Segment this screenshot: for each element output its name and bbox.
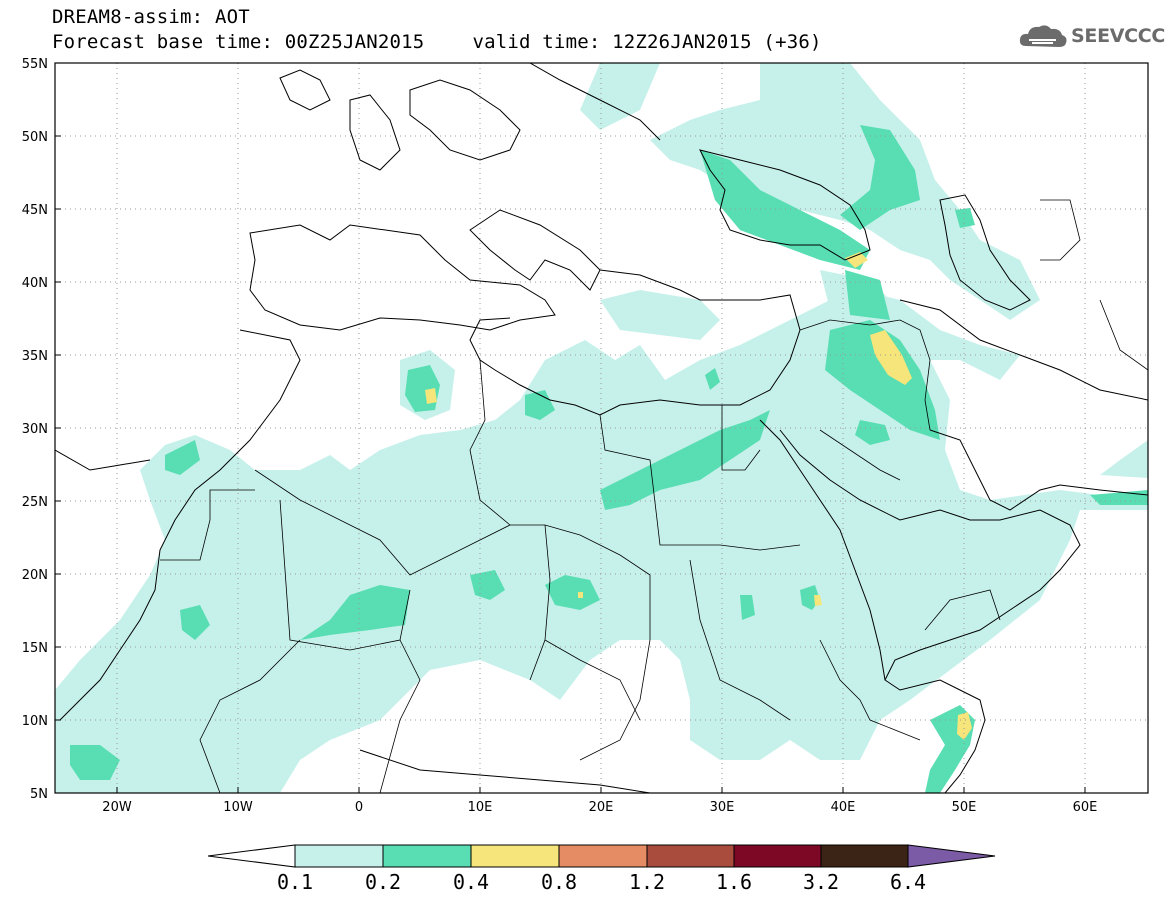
aot-level-0.4 — [425, 252, 972, 740]
colorbar-segment — [558, 844, 648, 868]
seevccc-logo: SEEVCCC — [1018, 22, 1165, 50]
colorbar-label: 1.2 — [628, 870, 666, 894]
map-title: DREAM8-assim: AOT — [52, 6, 250, 28]
aot-fields — [55, 63, 1148, 793]
lon-label: 60E — [1073, 800, 1098, 815]
lon-label: 30E — [710, 800, 735, 815]
lon-label: 20E — [589, 800, 614, 815]
coastlines — [55, 63, 1148, 793]
logo-text: SEEVCCC — [1071, 25, 1165, 47]
lon-label: 20W — [102, 800, 132, 815]
aot-level-0.1 — [55, 63, 1148, 793]
colorbar-label: 3.2 — [802, 870, 840, 894]
colorbar-segment — [820, 844, 909, 868]
lat-label: 45N — [22, 203, 48, 218]
colorbar-label: 0.1 — [276, 870, 314, 894]
colorbar-label: 1.6 — [715, 870, 753, 894]
lat-axis: 55N 50N 45N 40N 35N 30N 25N 20N 15N 10N … — [22, 57, 61, 802]
colorbar-label: 0.4 — [452, 870, 490, 894]
cloud-icon — [1019, 25, 1067, 47]
lon-label: 10E — [468, 800, 493, 815]
valid-time: valid time: 12Z26JAN2015 (+36) — [472, 31, 822, 53]
lon-label: 10W — [223, 800, 253, 815]
lon-label: 50E — [952, 800, 977, 815]
colorbar-segment — [294, 844, 384, 868]
colorbar-segment — [646, 844, 735, 868]
colorbar-segment — [382, 844, 472, 868]
colorbar-segment — [470, 844, 560, 868]
lat-label: 25N — [22, 495, 48, 510]
colorbar-label: 6.4 — [889, 870, 927, 894]
lat-label: 35N — [22, 349, 48, 364]
colorbar-low-end — [207, 844, 296, 868]
base-time: Forecast base time: 00Z25JAN2015 — [52, 31, 425, 53]
colorbar-label: 0.2 — [364, 870, 402, 894]
lat-label: 50N — [22, 130, 48, 145]
lon-axis: 20W 10W 0 10E 20E 30E 40E 50E 60E — [102, 787, 1097, 815]
lat-label: 15N — [22, 641, 48, 656]
colorbar-segment — [733, 844, 822, 868]
forecast-times: Forecast base time: 00Z25JAN2015 valid ti… — [52, 31, 822, 53]
lat-label: 55N — [22, 57, 48, 72]
lat-label: 5N — [30, 787, 48, 802]
borders — [160, 199, 1148, 793]
aot-level-0.2 — [70, 125, 1148, 793]
map-grid — [55, 63, 1148, 793]
lat-label: 30N — [22, 422, 48, 437]
colorbar — [207, 844, 996, 868]
lat-label: 10N — [22, 714, 48, 729]
colorbar-high-end — [907, 844, 996, 868]
lat-label: 20N — [22, 568, 48, 583]
colorbar-label: 0.8 — [540, 870, 578, 894]
lon-label: 0 — [355, 800, 363, 815]
lon-label: 40E — [831, 800, 856, 815]
lat-label: 40N — [22, 276, 48, 291]
